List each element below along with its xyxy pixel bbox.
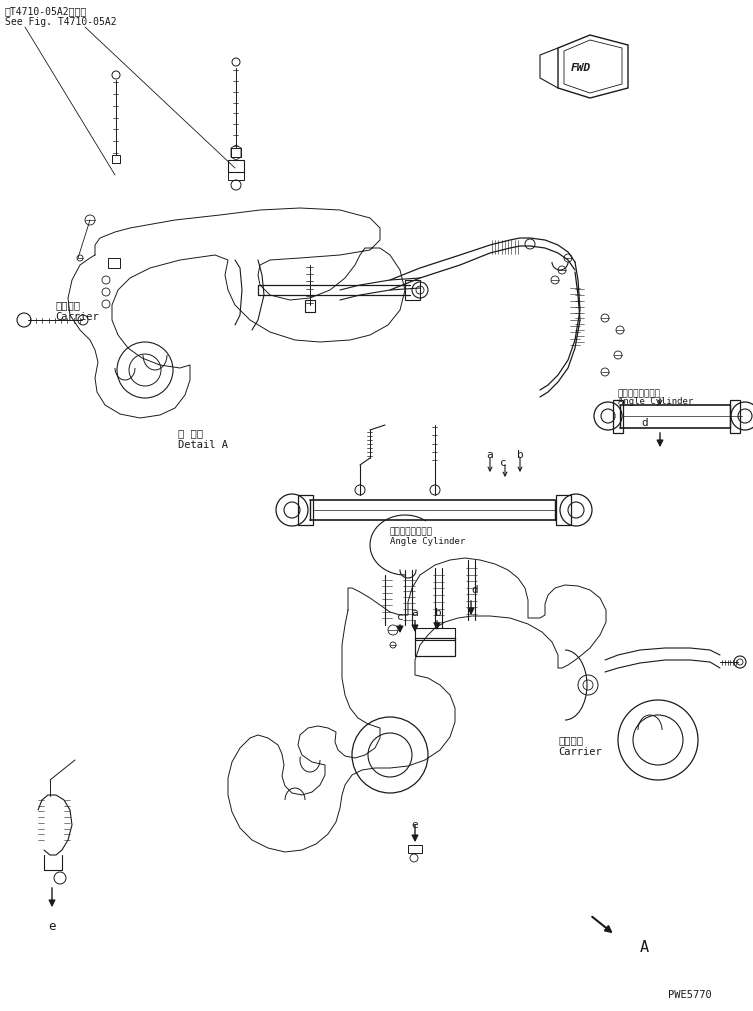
Bar <box>730 400 740 433</box>
Text: Carrier: Carrier <box>558 747 602 757</box>
Text: Carrier: Carrier <box>55 312 99 321</box>
Bar <box>305 300 315 312</box>
Bar <box>228 160 244 172</box>
Text: d: d <box>642 418 648 428</box>
Text: See Fig. T4710-05A2: See Fig. T4710-05A2 <box>5 17 117 27</box>
Text: A: A <box>640 940 649 955</box>
Text: c: c <box>500 458 506 468</box>
Text: Angle Cylinder: Angle Cylinder <box>618 397 694 406</box>
Text: Detail A: Detail A <box>178 440 228 450</box>
Text: Ａ 詳細: Ａ 詳細 <box>178 428 203 438</box>
Bar <box>228 172 244 180</box>
Text: e: e <box>48 920 56 933</box>
Text: a: a <box>412 608 419 618</box>
Text: PWE5770: PWE5770 <box>668 990 712 1000</box>
Bar <box>231 148 241 157</box>
Text: b: b <box>517 450 523 460</box>
Text: e: e <box>412 820 419 830</box>
Bar <box>108 258 120 268</box>
Bar <box>405 280 420 300</box>
Bar <box>298 495 313 525</box>
Text: c: c <box>397 612 404 622</box>
Text: アングルシリンダ: アングルシリンダ <box>618 389 661 398</box>
Bar <box>112 155 120 163</box>
Text: キャリヤ: キャリヤ <box>55 300 80 310</box>
Bar <box>415 638 455 656</box>
Text: d: d <box>471 585 478 595</box>
Bar <box>613 400 623 433</box>
Bar <box>556 495 571 525</box>
Text: b: b <box>434 608 441 618</box>
Text: Angle Cylinder: Angle Cylinder <box>390 537 465 546</box>
Text: アングルシリンダ: アングルシリンダ <box>390 527 433 536</box>
Text: キャリヤ: キャリヤ <box>558 735 583 745</box>
Text: FWD: FWD <box>571 63 591 73</box>
Text: 第T4710-05A2図参照: 第T4710-05A2図参照 <box>5 6 87 16</box>
Bar <box>415 628 455 640</box>
Text: a: a <box>486 450 493 460</box>
Bar <box>408 845 422 853</box>
